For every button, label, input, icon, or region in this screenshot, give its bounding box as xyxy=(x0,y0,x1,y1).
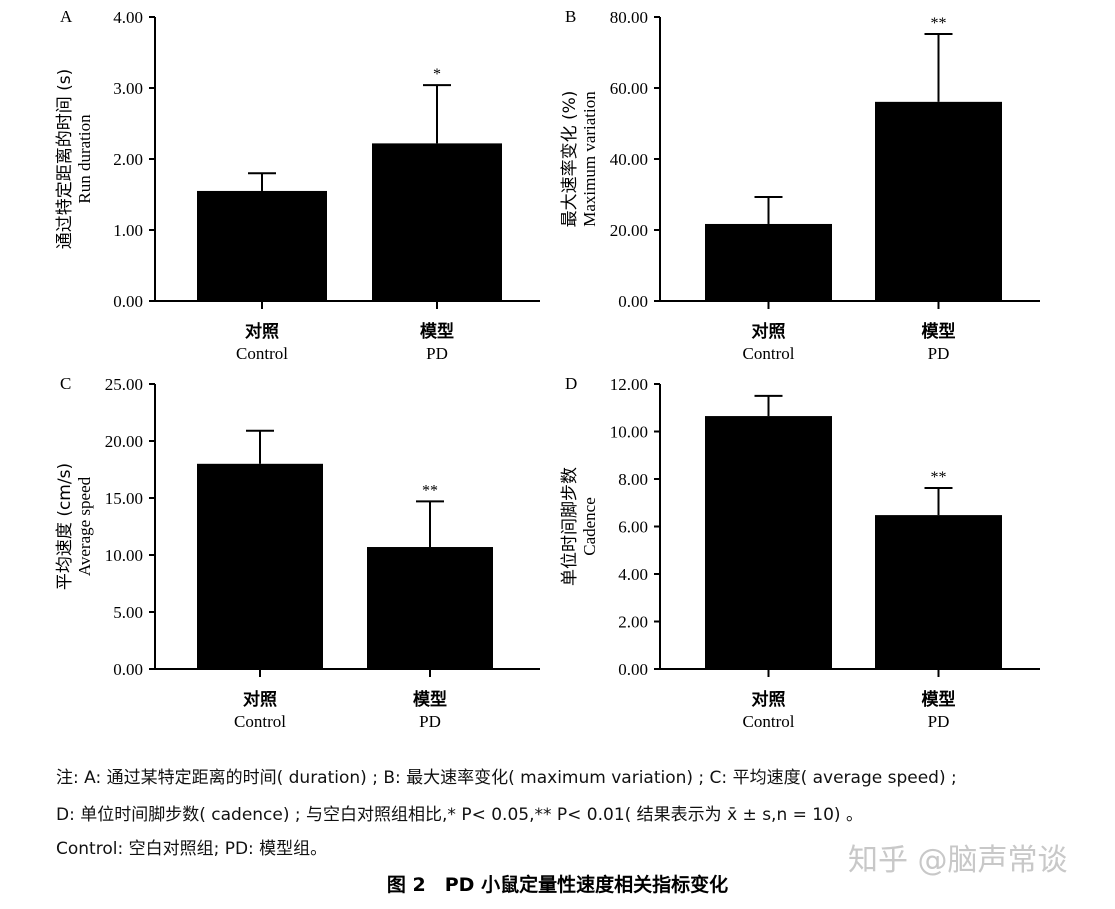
x-tick-label: 对照 xyxy=(245,321,279,342)
bar-C-1 xyxy=(197,463,323,669)
y-tick-label: 10.00 xyxy=(105,546,143,565)
significance-marker: ** xyxy=(931,469,947,486)
figure-caption: 图 2 PD 小鼠定量性速度相关指标变化 xyxy=(386,874,729,896)
x-tick-label: 模型 xyxy=(420,321,454,342)
y-tick-label: 0.00 xyxy=(618,292,648,311)
x-tick-sublabel: PD xyxy=(426,344,448,363)
y-tick-label: 8.00 xyxy=(618,470,648,489)
bar-D-1 xyxy=(705,416,832,669)
x-tick-sublabel: PD xyxy=(928,344,950,363)
y-axis-label-en: Run duration xyxy=(75,114,94,204)
note-line-2: D: 单位时间脚步数( cadence) ; 与空白对照组相比,* P< 0.0… xyxy=(56,805,863,825)
x-tick-sublabel: Control xyxy=(743,344,795,363)
y-tick-label: 0.00 xyxy=(113,292,143,311)
y-tick-label: 5.00 xyxy=(113,603,143,622)
y-axis-label: 最大速率变化 (%) xyxy=(560,91,580,228)
bar-B-1 xyxy=(705,223,832,301)
y-axis-label: 平均速度 (cm/s) xyxy=(55,463,75,590)
y-tick-label: 10.00 xyxy=(610,423,648,442)
x-tick-label: 模型 xyxy=(922,689,956,710)
bar-B-2 xyxy=(875,101,1002,301)
y-axis-label-en: Cadence xyxy=(580,497,599,556)
y-tick-label: 15.00 xyxy=(105,489,143,508)
y-tick-label: 60.00 xyxy=(610,79,648,98)
note-line-3: Control: 空白对照组; PD: 模型组。 xyxy=(56,839,328,859)
panel-label-C: C xyxy=(60,374,71,393)
y-tick-label: 40.00 xyxy=(610,150,648,169)
x-tick-label: 对照 xyxy=(243,689,277,710)
y-axis-label: 单位时间脚步数 xyxy=(560,467,580,586)
x-tick-sublabel: Control xyxy=(236,344,288,363)
x-tick-label: 对照 xyxy=(752,321,786,342)
watermark: 知乎 @脑声常谈 xyxy=(848,843,1068,878)
y-tick-label: 25.00 xyxy=(105,375,143,394)
bar-A-2 xyxy=(372,143,502,301)
x-tick-sublabel: Control xyxy=(234,712,286,731)
y-tick-label: 4.00 xyxy=(618,565,648,584)
y-tick-label: 2.00 xyxy=(113,150,143,169)
y-tick-label: 3.00 xyxy=(113,79,143,98)
x-tick-sublabel: PD xyxy=(419,712,441,731)
y-tick-label: 20.00 xyxy=(105,432,143,451)
y-axis-label: 通过特定距离的时间 (s) xyxy=(55,69,75,250)
x-tick-label: 对照 xyxy=(752,689,786,710)
x-tick-sublabel: Control xyxy=(743,712,795,731)
x-tick-sublabel: PD xyxy=(928,712,950,731)
y-tick-label: 2.00 xyxy=(618,613,648,632)
panel-label-B: B xyxy=(565,7,576,26)
note-line-1: 注: A: 通过某特定距离的时间( duration) ; B: 最大速率变化(… xyxy=(56,768,957,788)
y-tick-label: 6.00 xyxy=(618,518,648,537)
panel-label-D: D xyxy=(565,374,577,393)
y-tick-label: 1.00 xyxy=(113,221,143,240)
bar-D-2 xyxy=(875,515,1002,669)
y-tick-label: 4.00 xyxy=(113,8,143,27)
y-tick-label: 20.00 xyxy=(610,221,648,240)
y-tick-label: 0.00 xyxy=(113,660,143,679)
bar-C-2 xyxy=(367,547,493,669)
y-tick-label: 0.00 xyxy=(618,660,648,679)
y-axis-label-en: Maximum variation xyxy=(580,91,599,227)
significance-marker: ** xyxy=(422,482,438,499)
x-tick-label: 模型 xyxy=(922,321,956,342)
x-tick-label: 模型 xyxy=(413,689,447,710)
chart-canvas: A 0.00 1.00 2.00 3.00 4.00 通过特定距离的时间 (s) Run du… xyxy=(55,7,1040,731)
bar-A-1 xyxy=(197,190,327,301)
y-axis-label-en: Average speed xyxy=(75,476,94,576)
significance-marker: ** xyxy=(931,15,947,32)
y-tick-label: 80.00 xyxy=(610,8,648,27)
significance-marker: * xyxy=(433,66,441,83)
panel-label-A: A xyxy=(60,7,73,26)
y-tick-label: 12.00 xyxy=(610,375,648,394)
